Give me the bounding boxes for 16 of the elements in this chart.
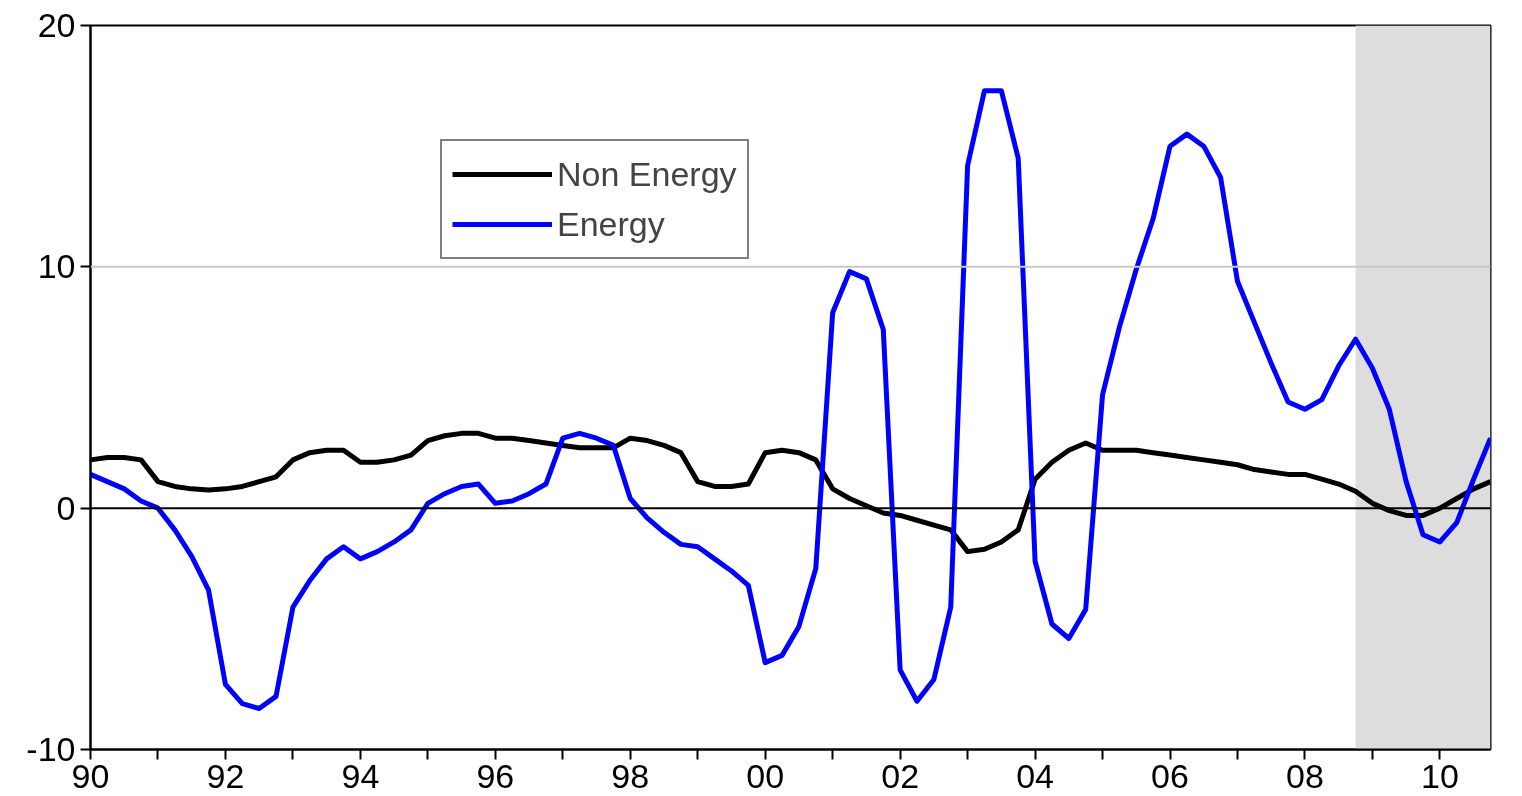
y-tick-label: -10 — [26, 730, 76, 768]
x-tick-label: 96 — [476, 756, 515, 795]
x-tick-label: 04 — [1016, 756, 1054, 795]
x-tick-label: 08 — [1286, 756, 1324, 795]
legend-label: Energy — [557, 203, 665, 245]
x-tick-label: 94 — [341, 756, 380, 795]
x-tick-label: 00 — [746, 756, 785, 795]
x-tick-label: 06 — [1151, 756, 1189, 795]
x-tick-label: 02 — [881, 756, 920, 795]
y-tick-label: 10 — [37, 247, 76, 286]
y-tick-label: 20 — [37, 6, 76, 44]
x-tick-label: 98 — [611, 756, 650, 795]
y-tick-label: 0 — [56, 488, 76, 527]
legend-label: Non Energy — [557, 153, 737, 195]
x-tick-label: 92 — [206, 756, 245, 795]
x-tick-label: 10 — [1420, 756, 1459, 795]
